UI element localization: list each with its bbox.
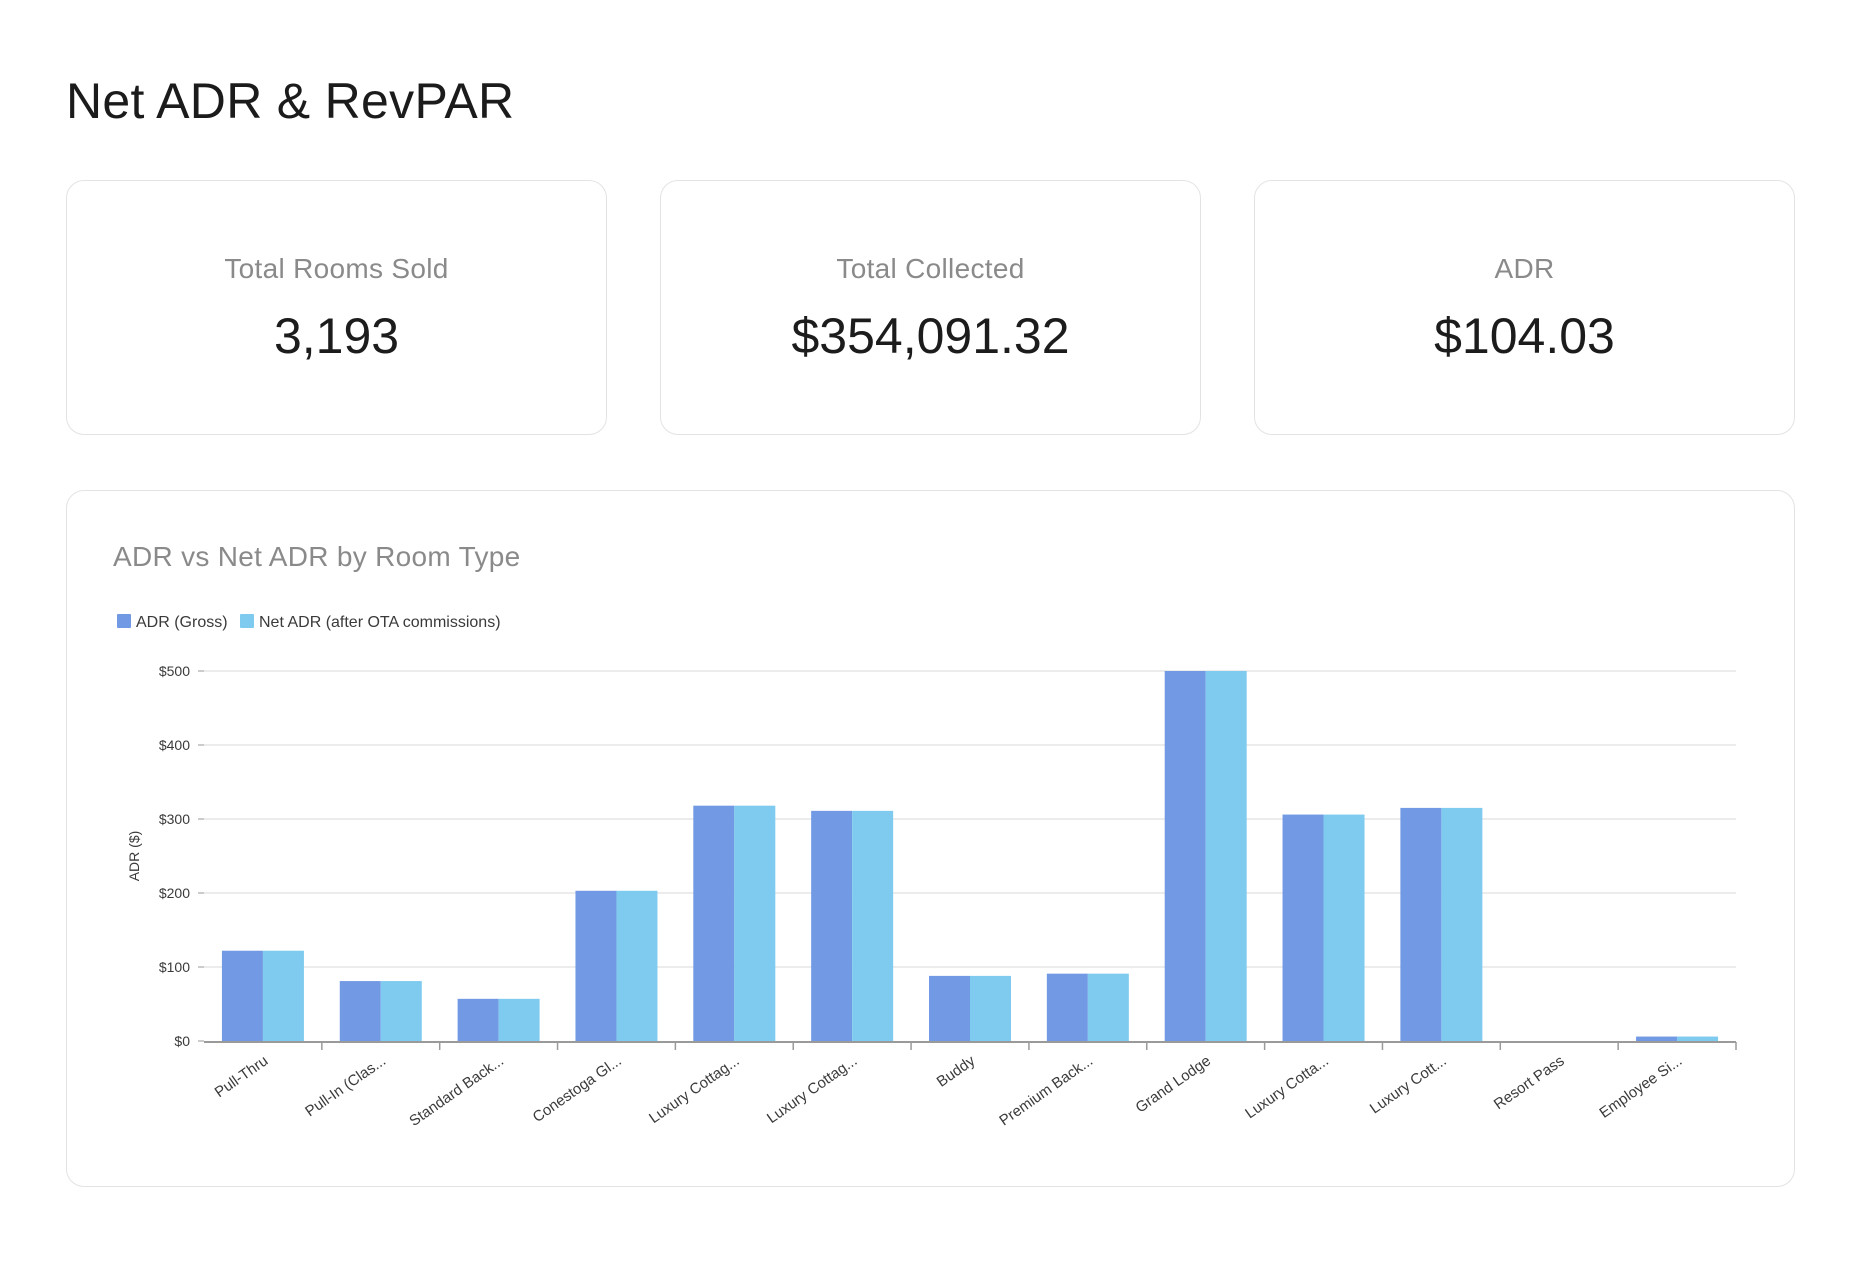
bar-adr-gross xyxy=(339,981,381,1041)
y-tick-label: $0 xyxy=(174,1033,190,1049)
y-tick-label: $200 xyxy=(159,885,190,901)
chart-card-title: ADR vs Net ADR by Room Type xyxy=(113,541,521,572)
y-tick-label: $500 xyxy=(159,663,190,679)
kpi-value: 3,193 xyxy=(273,308,400,364)
bar-adr-gross xyxy=(221,950,263,1041)
kpi-card-total-collected: Total Collected $354,091.32 xyxy=(660,180,1201,435)
x-tick-label: Pull-In (Clas... xyxy=(302,1052,389,1120)
bar-adr-gross xyxy=(811,810,853,1041)
x-tick-label: Pull-Thru xyxy=(212,1052,272,1101)
y-tick-label: $300 xyxy=(159,811,190,827)
bar-net-adr xyxy=(852,810,894,1041)
bar-net-adr xyxy=(262,950,304,1041)
x-tick-label: Luxury Cottag... xyxy=(646,1052,742,1127)
kpi-label: ADR xyxy=(1494,253,1555,284)
x-tick-label: Luxury Cottag... xyxy=(764,1052,860,1127)
bar-adr-gross xyxy=(929,975,970,1041)
bar-net-adr xyxy=(616,890,658,1041)
bar-adr-gross xyxy=(1282,814,1324,1041)
bar-adr-gross xyxy=(1636,1036,1678,1041)
x-tick-label: Luxury Cotta... xyxy=(1242,1052,1332,1122)
bar-net-adr xyxy=(1087,973,1129,1041)
bar-net-adr xyxy=(1677,1036,1719,1041)
adr-bar-chart: ADR (Gross) Net ADR (after OTA commission… xyxy=(117,614,1737,1130)
bar-adr-gross xyxy=(457,998,499,1041)
x-tick-label: Resort Pass xyxy=(1491,1052,1568,1113)
x-tick-label: Employee Si... xyxy=(1596,1052,1685,1121)
x-tick-label: Luxury Cott... xyxy=(1367,1052,1450,1117)
kpi-value: $354,091.32 xyxy=(791,308,1070,364)
kpi-value: $104.03 xyxy=(1434,308,1615,364)
bar-net-adr xyxy=(1441,807,1483,1041)
kpi-card-adr: ADR $104.03 xyxy=(1254,180,1795,435)
x-tick-label: Standard Back... xyxy=(406,1052,507,1130)
bar-adr-gross xyxy=(1046,973,1088,1041)
kpi-label: Total Collected xyxy=(836,253,1025,284)
x-tick-label: Premium Back... xyxy=(996,1052,1096,1129)
y-tick-label: $400 xyxy=(159,737,190,753)
bar-net-adr xyxy=(734,805,776,1041)
bar-adr-gross xyxy=(1400,807,1442,1041)
legend-label: Net ADR (after OTA commissions) xyxy=(259,614,501,631)
kpi-card-total-rooms-sold: Total Rooms Sold 3,193 xyxy=(66,180,607,435)
page-title: Net ADR & RevPAR xyxy=(66,73,515,129)
bar-net-adr xyxy=(1323,814,1365,1041)
legend-swatch xyxy=(117,614,131,628)
kpi-label: Total Rooms Sold xyxy=(224,253,449,284)
bar-net-adr xyxy=(380,981,422,1041)
x-tick-label: Conestoga Gl... xyxy=(530,1052,625,1126)
bar-adr-gross xyxy=(693,805,735,1041)
chart-card-adr-vs-net-adr: ADR vs Net ADR by Room Type ADR (Gross) N… xyxy=(66,490,1795,1187)
bar-adr-gross xyxy=(1164,671,1206,1041)
bar-net-adr xyxy=(970,975,1011,1041)
bar-net-adr xyxy=(1205,671,1247,1041)
y-tick-label: $100 xyxy=(159,959,190,975)
legend-label: ADR (Gross) xyxy=(136,614,228,631)
x-tick-label: Buddy xyxy=(934,1052,979,1091)
legend-swatch xyxy=(240,614,254,628)
bar-adr-gross xyxy=(575,890,617,1041)
bar-net-adr xyxy=(498,998,540,1041)
y-axis-label: ADR ($) xyxy=(126,831,142,882)
x-tick-label: Grand Lodge xyxy=(1132,1052,1213,1116)
